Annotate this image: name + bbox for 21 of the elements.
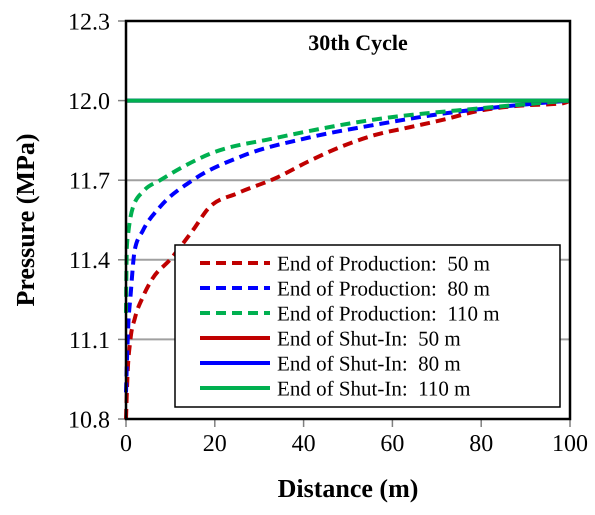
y-tick-label: 10.8	[68, 407, 110, 434]
chart-title: 30th Cycle	[308, 30, 408, 55]
legend-label: End of Shut-In: 50 m	[277, 326, 461, 350]
legend-label: End of Shut-In: 110 m	[277, 376, 470, 400]
x-tick-label: 80	[469, 431, 494, 457]
x-tick-label: 0	[120, 431, 132, 457]
x-tick-label: 100	[552, 431, 588, 457]
y-tick-label: 11.4	[68, 248, 110, 274]
legend-label: End of Production: 50 m	[277, 251, 490, 276]
y-axis-title: Pressure (MPa)	[11, 133, 40, 307]
x-tick-label: 20	[202, 431, 227, 457]
x-axis-title: Distance (m)	[278, 474, 418, 503]
legend-label: End of Production: 80 m	[277, 276, 490, 300]
legend-label: End of Shut-In: 80 m	[277, 351, 461, 376]
y-tick-label: 12.0	[68, 89, 110, 115]
x-tick-label: 40	[292, 431, 316, 457]
y-tick-label: 11.1	[68, 328, 110, 354]
y-tick-label: 11.7	[68, 168, 110, 195]
x-tick-label: 60	[380, 431, 404, 457]
legend-label: End of Production: 110 m	[277, 301, 500, 326]
y-tick-label: 12.3	[68, 9, 110, 36]
